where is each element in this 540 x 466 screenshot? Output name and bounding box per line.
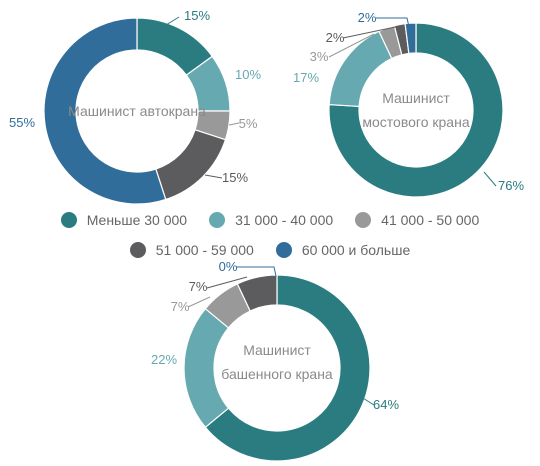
data-label: 17% xyxy=(293,70,319,85)
donut-slice xyxy=(404,22,417,55)
chart-title: Машинист автокрана xyxy=(68,103,206,119)
chart-title: Машинист башенного крана xyxy=(221,342,333,382)
chart-title-line: Машинист автокрана xyxy=(68,103,206,119)
data-label: 15% xyxy=(222,170,248,185)
donut-chart-1: 15% 10% 5% 15% 55% Машинист автокрана xyxy=(9,8,261,205)
label-leader-line xyxy=(204,174,223,179)
data-label: 2% xyxy=(326,30,345,45)
legend-item-60000-plus[interactable]: 60 000 и больше xyxy=(275,242,411,258)
data-label: 7% xyxy=(171,299,190,314)
label-leader-line xyxy=(483,171,497,187)
data-label: 5% xyxy=(239,116,258,131)
legend-item-41000-50000[interactable]: 41 000 - 50 000 xyxy=(355,212,479,228)
data-label: 7% xyxy=(189,279,208,294)
label-leader-line xyxy=(165,16,180,26)
data-label: 15% xyxy=(184,8,210,23)
legend-swatch xyxy=(129,242,146,258)
label-leader-line xyxy=(236,266,277,277)
label-leader-line xyxy=(376,17,410,28)
data-label: 10% xyxy=(235,67,261,82)
label-leader-line xyxy=(328,33,375,58)
donut-slice xyxy=(236,274,278,312)
donut-slice xyxy=(204,274,371,462)
chart-title-line: Машинист xyxy=(243,342,311,358)
data-label: 0% xyxy=(219,259,238,274)
legend-item-under-30000[interactable]: Меньше 30 000 xyxy=(60,212,188,228)
label-leader-line xyxy=(187,296,211,308)
legend-item-51000-59000[interactable]: 51 000 - 59 000 xyxy=(129,242,254,258)
data-label: 55% xyxy=(9,115,35,130)
legend-swatch xyxy=(275,242,292,258)
chart-title: Машинист мостового крана xyxy=(362,90,469,130)
data-label: 3% xyxy=(310,49,329,64)
donut-slice xyxy=(328,22,504,198)
legend-swatch xyxy=(209,212,226,228)
donut-slice xyxy=(155,129,227,201)
chart-title-line: мостового крана xyxy=(362,114,469,130)
legend-swatch xyxy=(60,212,77,228)
donut-chart-2: 76% 17% 3% 2% 2% Машинист мостового крана xyxy=(293,10,524,198)
label-leader-line xyxy=(357,394,375,406)
legend-row-1: Меньше 30 000 31 000 - 40 000 41 000 - 5… xyxy=(0,210,540,230)
legend-row-2: 51 000 - 59 000 60 000 и больше xyxy=(0,240,540,260)
label-leader-line xyxy=(206,276,248,289)
data-label: 2% xyxy=(358,10,377,25)
legend-label: 51 000 - 59 000 xyxy=(155,242,254,258)
label-leader-line xyxy=(228,122,240,126)
data-label: 64% xyxy=(373,397,399,412)
donut-slice xyxy=(43,17,167,205)
legend-label: 41 000 - 50 000 xyxy=(381,212,480,228)
label-leader-line xyxy=(342,25,401,39)
legend-label: 60 000 и больше xyxy=(301,242,411,258)
data-label: 22% xyxy=(151,352,177,367)
legend-swatch xyxy=(355,212,372,228)
chart-title-line: Машинист xyxy=(382,90,450,106)
legend-label: Меньше 30 000 xyxy=(86,212,188,228)
legend-label: 31 000 - 40 000 xyxy=(235,212,334,228)
legend-item-31000-40000[interactable]: 31 000 - 40 000 xyxy=(209,212,333,228)
chart-title-line: башенного крана xyxy=(221,366,333,382)
data-label: 76% xyxy=(498,178,524,193)
donut-chart-3: 64% 22% 7% 7% 0% Машинист башенного крана xyxy=(151,259,399,462)
